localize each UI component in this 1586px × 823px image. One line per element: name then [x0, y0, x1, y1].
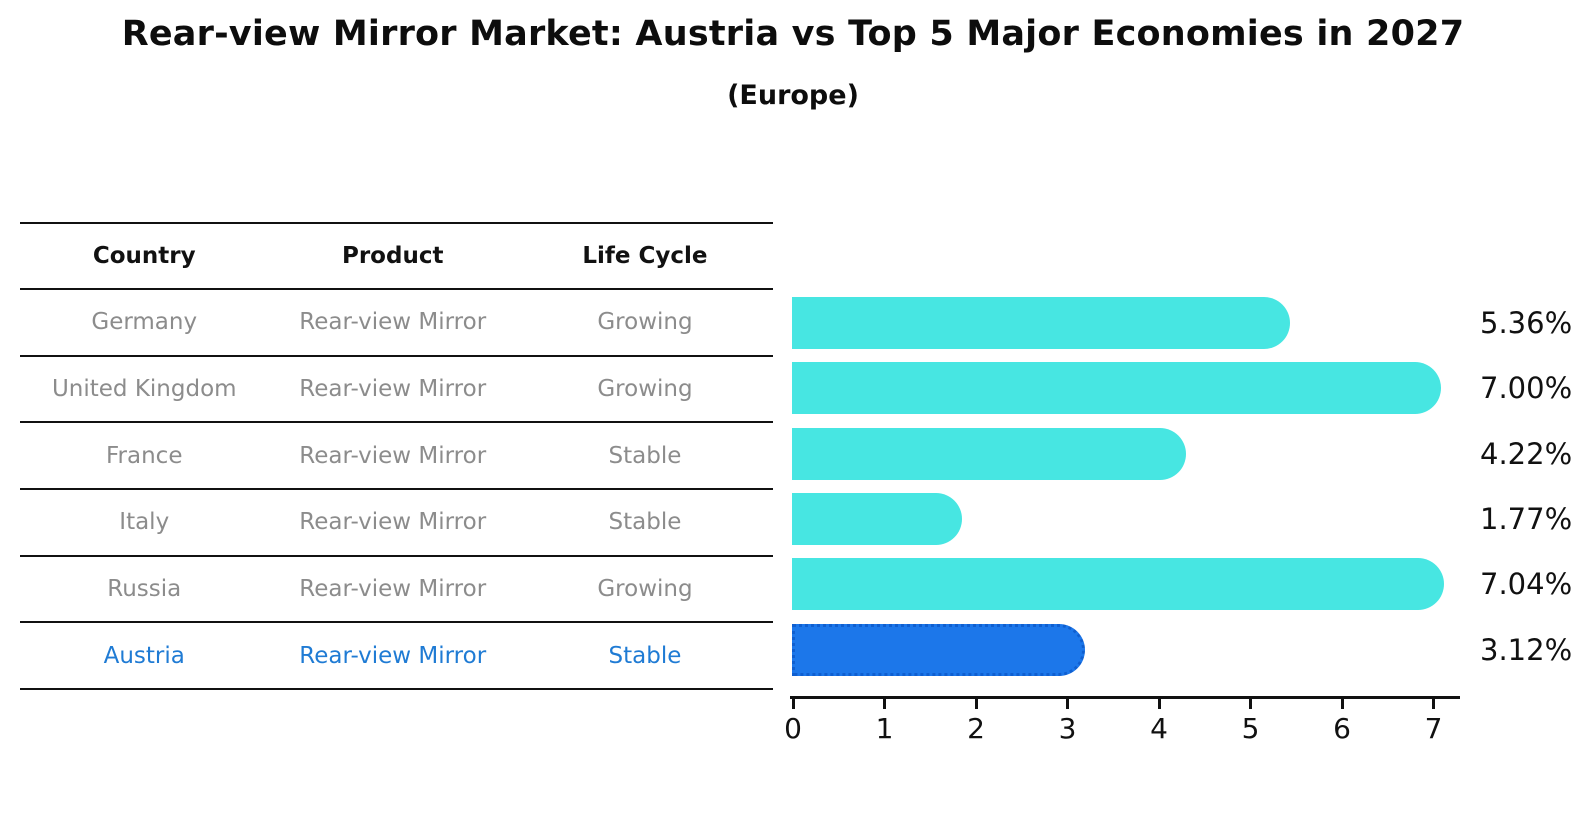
- x-axis-tick-label-0: 0: [784, 712, 802, 745]
- table-cell-country: Austria: [103, 642, 185, 669]
- x-axis-tick-label-2: 2: [967, 712, 985, 745]
- table-cell-life_cycle: Stable: [608, 509, 682, 536]
- table-cell-country: Germany: [91, 309, 198, 336]
- bar-italy: [792, 492, 962, 545]
- table-row-united-kingdom: United Kingdom Rear-view Mirror Growing: [20, 357, 773, 424]
- table-cell-product: Rear-view Mirror: [299, 442, 487, 469]
- table-cell-country: United Kingdom: [51, 376, 237, 402]
- bar-germany: [792, 297, 1291, 349]
- bar-france: [792, 427, 1187, 480]
- table-cell-life_cycle: Stable: [608, 442, 682, 469]
- value-label-germany: 5.36%: [1480, 306, 1573, 340]
- x-axis-tick-label-1: 1: [875, 712, 894, 745]
- table-cell-life_cycle: Stable: [608, 642, 682, 669]
- x-axis-tick-label-5: 5: [1241, 712, 1260, 745]
- table-cell-country: Italy: [119, 509, 170, 536]
- country-table: Country Product Life Cycle Germany Rear-v…: [20, 222, 773, 691]
- table-row-austria: Austria Rear-view Mirror Stable: [20, 623, 773, 691]
- table-header-product: Product: [341, 243, 444, 269]
- table-header-row: Country Product Life Cycle: [20, 224, 773, 290]
- x-axis-tick-2: [974, 699, 978, 709]
- table-cell-life_cycle: Growing: [597, 376, 693, 402]
- x-axis-tick-1: [883, 699, 886, 709]
- bar-russia: [792, 558, 1445, 611]
- table-cell-product: Rear-view Mirror: [299, 642, 487, 669]
- x-axis-tick-0: [791, 699, 795, 709]
- x-axis-tick-label-6: 6: [1333, 712, 1351, 745]
- table-cell-product: Rear-view Mirror: [299, 376, 487, 402]
- x-axis-tick-3: [1066, 699, 1069, 709]
- table-cell-country: Russia: [107, 576, 182, 603]
- x-axis-tick-7: [1432, 699, 1435, 709]
- bar-united-kingdom: [792, 362, 1441, 415]
- chart-subtitle: (Europe): [727, 80, 859, 111]
- value-label-france: 4.22%: [1480, 436, 1573, 471]
- x-axis-tick-6: [1340, 699, 1344, 709]
- value-label-russia: 7.04%: [1480, 567, 1573, 602]
- chart-title: Rear-view Mirror Market: Austria vs Top …: [121, 14, 1465, 54]
- x-axis-line: [790, 696, 1460, 699]
- x-axis-tick-label-7: 7: [1424, 712, 1443, 745]
- table-cell-country: France: [106, 442, 183, 469]
- table-cell-product: Rear-view Mirror: [299, 509, 487, 536]
- table-row-germany: Germany Rear-view Mirror Growing: [20, 290, 773, 357]
- table-cell-product: Rear-view Mirror: [299, 309, 487, 336]
- table-cell-product: Rear-view Mirror: [299, 576, 487, 603]
- table-header-life-cycle: Life Cycle: [582, 243, 708, 269]
- value-label-austria: 3.12%: [1480, 632, 1573, 667]
- x-axis-tick-label-3: 3: [1058, 712, 1077, 745]
- x-axis-tick-4: [1157, 699, 1161, 709]
- x-axis-tick-5: [1249, 699, 1252, 709]
- x-axis-tick-label-4: 4: [1150, 712, 1168, 745]
- table-row-italy: Italy Rear-view Mirror Stable: [20, 490, 773, 557]
- table-header-country: Country: [92, 243, 196, 269]
- table-cell-life_cycle: Growing: [597, 576, 693, 603]
- table-row-russia: Russia Rear-view Mirror Growing: [20, 557, 773, 624]
- table-row-france: France Rear-view Mirror Stable: [20, 423, 773, 491]
- bar-austria: [792, 623, 1086, 676]
- value-label-italy: 1.77%: [1480, 501, 1573, 536]
- value-label-united-kingdom: 7.00%: [1480, 371, 1573, 406]
- table-cell-life_cycle: Growing: [597, 309, 693, 336]
